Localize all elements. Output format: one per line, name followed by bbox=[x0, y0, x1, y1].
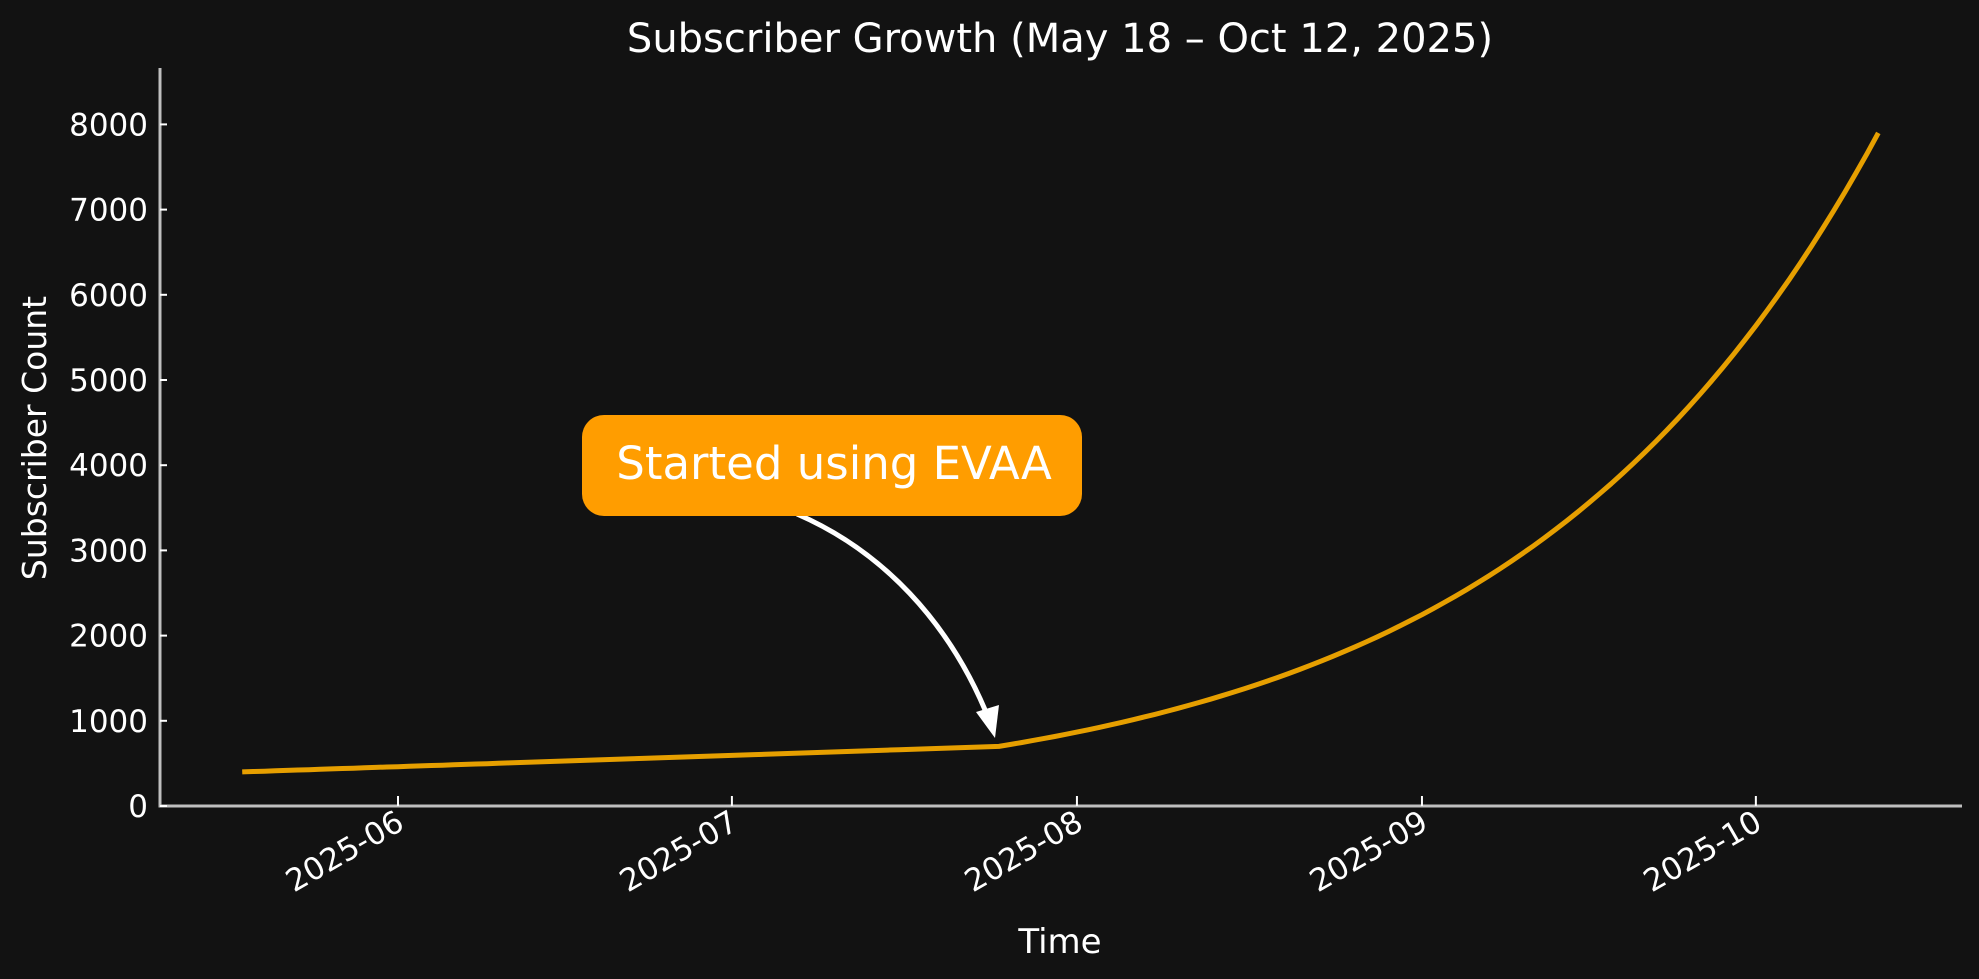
y-tick-label: 6000 bbox=[69, 278, 148, 314]
y-tick-label: 0 bbox=[128, 789, 148, 825]
annotation-arrow bbox=[796, 511, 999, 738]
y-tick-label: 1000 bbox=[69, 704, 148, 740]
y-axis-label: Subscriber Count bbox=[15, 296, 54, 580]
y-tick-label: 5000 bbox=[69, 363, 148, 399]
y-tick-label: 2000 bbox=[69, 619, 148, 655]
arrow-head-icon bbox=[976, 705, 999, 738]
y-tick-label: 7000 bbox=[69, 193, 148, 229]
annotation-started-using-evaa: Started using EVAA bbox=[582, 415, 1082, 516]
chart-title: Subscriber Growth (May 18 – Oct 12, 2025… bbox=[627, 16, 1493, 62]
y-axis-ticks: 0 1000 2000 3000 4000 5000 6000 7000 8000 bbox=[69, 107, 167, 825]
y-tick-label: 3000 bbox=[69, 533, 148, 569]
y-tick-label: 8000 bbox=[69, 107, 148, 143]
y-tick-label: 4000 bbox=[69, 448, 148, 484]
subscriber-series-line bbox=[242, 131, 1881, 775]
x-axis-label: Time bbox=[1017, 922, 1101, 962]
annotation-text: Started using EVAA bbox=[616, 437, 1052, 490]
annotation-box bbox=[582, 415, 1082, 516]
